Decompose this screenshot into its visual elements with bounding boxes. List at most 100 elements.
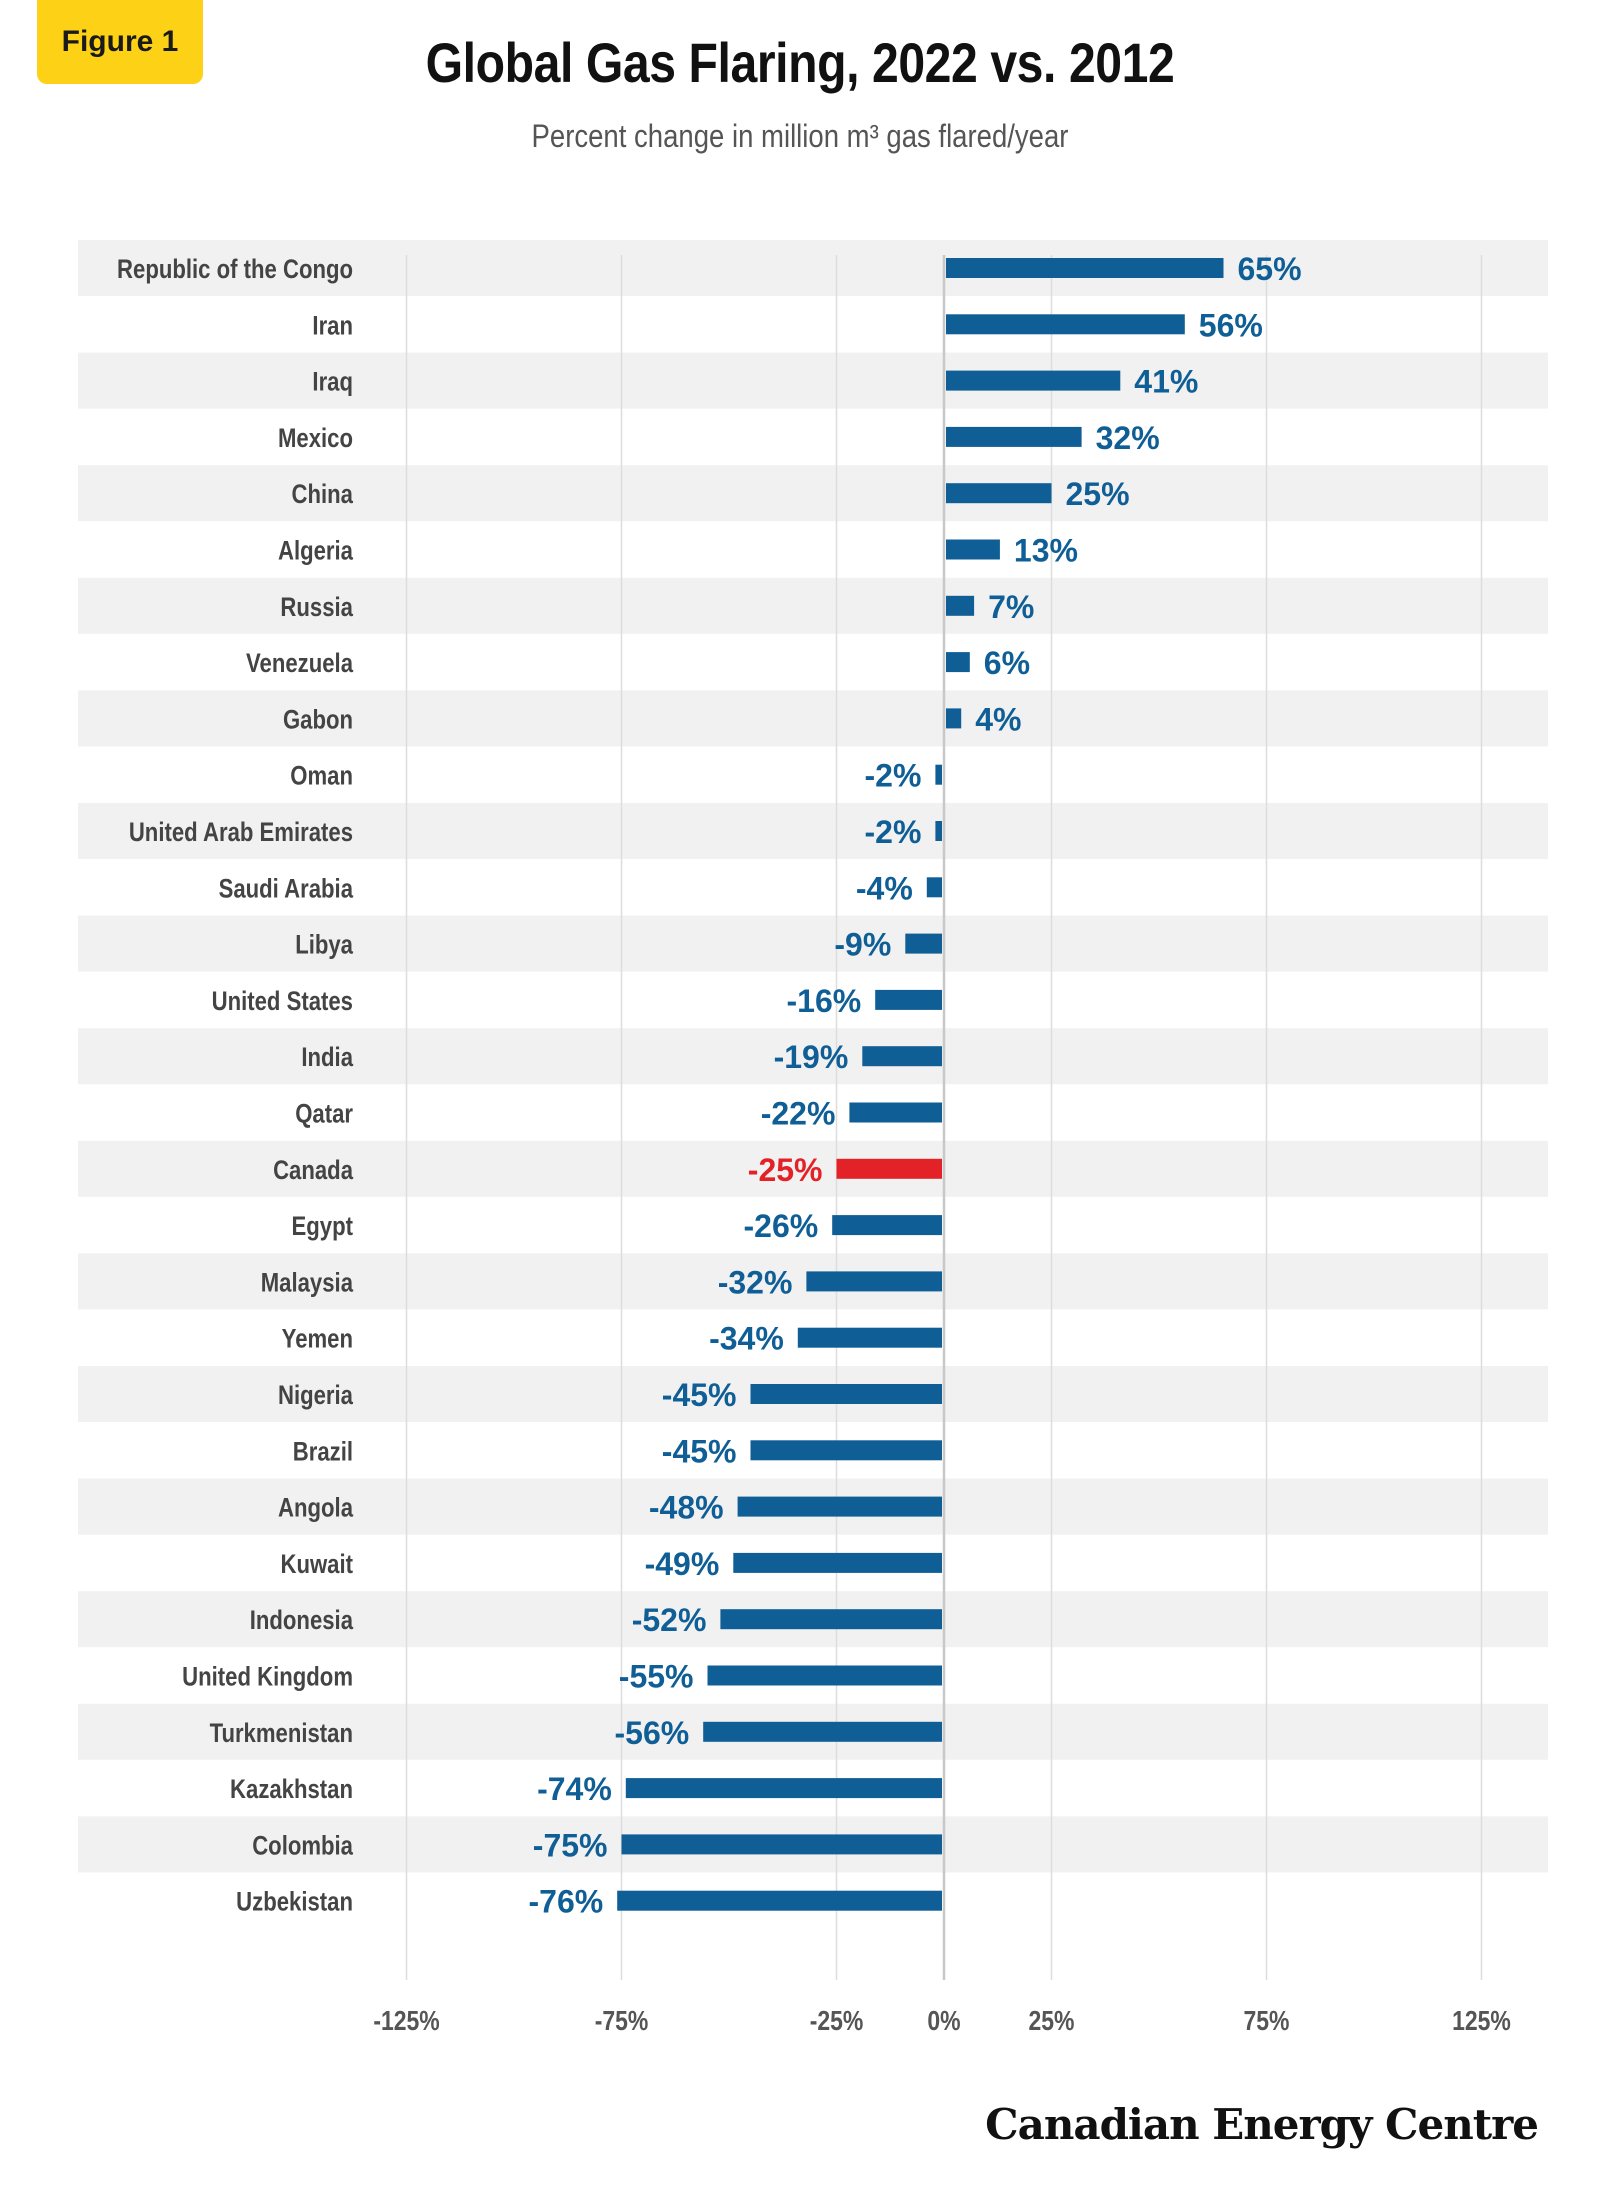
category-label: Iran: [312, 311, 353, 341]
value-label: -9%: [834, 927, 891, 963]
category-label: Saudi Arabia: [219, 874, 354, 904]
row-band: [78, 1140, 1548, 1197]
bar-iraq: [946, 370, 1121, 391]
x-tick-label: -75%: [595, 2006, 649, 2037]
bar-mexico: [946, 426, 1082, 447]
category-label: Kuwait: [280, 1550, 353, 1580]
category-label: Brazil: [293, 1437, 353, 1467]
category-label: Kazakhstan: [230, 1775, 353, 1805]
value-label: -2%: [864, 814, 921, 850]
row-band: [78, 690, 1548, 747]
value-label: -76%: [528, 1884, 603, 1920]
bar-qatar: [849, 1102, 942, 1123]
category-label: Venezuela: [246, 649, 353, 679]
category-label: Egypt: [292, 1212, 353, 1242]
category-label: China: [292, 480, 354, 510]
value-label: -32%: [718, 1264, 793, 1300]
row-band: [78, 465, 1548, 522]
chart-title: Global Gas Flaring, 2022 vs. 2012: [425, 31, 1175, 94]
bar-gabon: [946, 708, 962, 729]
bar-united-states: [875, 989, 942, 1010]
brand-logo: Canadian Energy Centre: [985, 2100, 1539, 2149]
category-label: Iraq: [312, 368, 353, 398]
bar-angola: [737, 1496, 942, 1517]
bar-brazil: [750, 1440, 942, 1461]
bar-venezuela: [946, 652, 970, 673]
value-label: -52%: [632, 1602, 707, 1638]
category-label: United Arab Emirates: [129, 818, 353, 848]
value-label: -56%: [614, 1715, 689, 1751]
value-label: -55%: [619, 1659, 694, 1695]
x-tick-label: 125%: [1452, 2006, 1511, 2037]
value-label: -2%: [864, 758, 921, 794]
value-label: -74%: [537, 1771, 612, 1807]
bar-uzbekistan: [617, 1890, 942, 1911]
category-label: Libya: [295, 931, 353, 961]
x-tick-label: 75%: [1244, 2006, 1290, 2037]
bar-colombia: [621, 1834, 942, 1855]
bar-china: [946, 483, 1052, 504]
category-label: Qatar: [295, 1100, 353, 1130]
category-label: Colombia: [252, 1831, 353, 1861]
category-label: India: [301, 1043, 353, 1073]
value-label: 6%: [984, 645, 1030, 681]
row-band: [78, 803, 1548, 859]
category-label: Yemen: [282, 1325, 353, 1355]
value-label: -22%: [761, 1096, 836, 1132]
row-band: [78, 577, 1548, 634]
value-label: 56%: [1199, 307, 1263, 343]
chart-subtitle: Percent change in million m³ gas flared/…: [531, 118, 1069, 154]
bar-egypt: [832, 1215, 942, 1236]
bar-libya: [905, 933, 942, 954]
row-band: [78, 352, 1548, 409]
value-label: 25%: [1066, 476, 1130, 512]
bar-nigeria: [750, 1384, 942, 1404]
bar-indonesia: [720, 1609, 942, 1630]
category-label: Oman: [290, 762, 353, 792]
bar-india: [862, 1046, 942, 1067]
x-tick-label: 25%: [1029, 2006, 1075, 2037]
value-label: 4%: [975, 701, 1021, 737]
value-label: -45%: [662, 1433, 737, 1469]
value-label: -75%: [533, 1827, 608, 1863]
value-label: -25%: [748, 1152, 823, 1188]
bar-iran: [946, 314, 1185, 335]
bar-canada: [836, 1158, 942, 1179]
x-tick-label: -125%: [373, 2006, 440, 2037]
bar-turkmenistan: [703, 1721, 942, 1742]
bar-malaysia: [806, 1271, 942, 1292]
bar-republic-of-the-congo: [946, 258, 1224, 278]
category-label: Russia: [280, 593, 353, 623]
value-label: -45%: [662, 1377, 737, 1413]
category-label: Angola: [278, 1494, 353, 1524]
category-label: Malaysia: [261, 1268, 353, 1298]
category-label: United States: [212, 987, 353, 1017]
bar-saudi-arabia: [926, 877, 942, 898]
value-label: -34%: [709, 1321, 784, 1357]
row-band: [78, 915, 1548, 972]
value-label: 41%: [1134, 364, 1198, 400]
bar-algeria: [946, 539, 1000, 560]
category-label: Mexico: [278, 424, 353, 454]
category-label: Canada: [273, 1156, 353, 1186]
value-label: 65%: [1238, 251, 1302, 287]
bar-united-arab-emirates: [935, 821, 942, 841]
category-label: Algeria: [278, 537, 353, 567]
x-tick-label: -25%: [810, 2006, 864, 2037]
bar-kazakhstan: [625, 1778, 942, 1799]
figure-label-badge: Figure 1: [37, 0, 203, 84]
x-tick-label: 0%: [927, 2006, 960, 2037]
bar-russia: [946, 595, 975, 616]
value-label: -19%: [774, 1039, 849, 1075]
row-band: [78, 240, 1548, 296]
bar-yemen: [797, 1327, 942, 1348]
bar-united-kingdom: [707, 1665, 942, 1686]
category-label: Gabon: [283, 705, 353, 735]
value-label: -4%: [856, 870, 913, 906]
category-label: Turkmenistan: [210, 1719, 353, 1749]
value-label: 13%: [1014, 533, 1078, 569]
value-label: 7%: [988, 589, 1034, 625]
category-label: United Kingdom: [182, 1663, 353, 1693]
category-label: Uzbekistan: [236, 1888, 353, 1918]
